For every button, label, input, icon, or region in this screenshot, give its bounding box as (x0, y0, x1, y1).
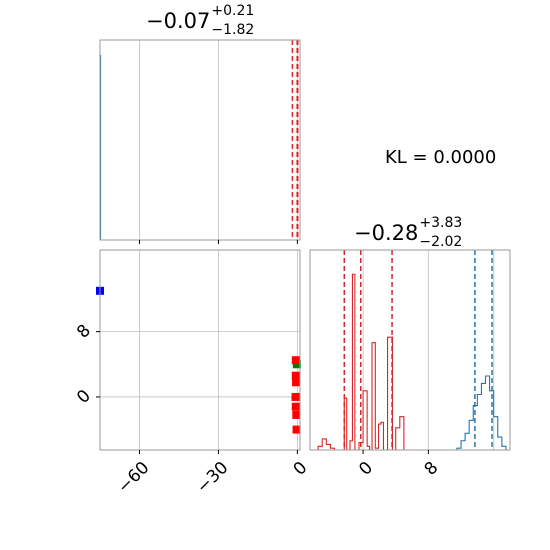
joint-scatter-point-red (292, 410, 301, 419)
param1-title-plus: +0.21 (211, 3, 255, 19)
joint-scatter-point-red (292, 378, 301, 387)
param1-panel-frame (99, 39, 301, 241)
joint-scatter-panel: −60 −30 0 0 8 (73, 249, 312, 498)
param2-panel-frame (309, 249, 511, 451)
kl-label: KL = 0.0000 (385, 147, 497, 168)
joint-y-tick-label: 0 (73, 386, 95, 408)
param2-x-tick-label: 0 (355, 458, 377, 480)
joint-scatter-point-red (291, 371, 300, 380)
joint-x-tick-label: −30 (193, 458, 233, 498)
joint-scatter-point-red (291, 392, 300, 401)
param2-title-minus: −2.02 (419, 234, 463, 250)
joint-x-tick-label: 0 (290, 458, 312, 480)
param1-title-minus: −1.82 (211, 22, 255, 38)
param2-title-center: −0.28 (354, 221, 419, 245)
joint-panel-frame (99, 249, 301, 451)
joint-scatter-point-red (292, 425, 301, 434)
joint-scatter-point-red (291, 356, 300, 365)
param2-marginal-title: −0.28 +3.83 −2.02 (354, 215, 462, 250)
param2-x-tick-label: 8 (421, 458, 443, 480)
param1-marginal-panel (99, 39, 301, 244)
param1-title-center: −0.07 (146, 9, 211, 33)
param2-histogram-red (317, 273, 416, 451)
param1-marginal-title: −0.07 +0.21 −1.82 (146, 3, 254, 38)
param2-title-plus: +3.83 (419, 215, 463, 231)
joint-scatter-point-green (292, 360, 301, 369)
param2-histogram-blue (452, 375, 509, 451)
joint-x-tick-label: −60 (114, 458, 154, 498)
joint-scatter-point-red (291, 402, 300, 411)
joint-y-tick-label: 8 (73, 321, 95, 343)
